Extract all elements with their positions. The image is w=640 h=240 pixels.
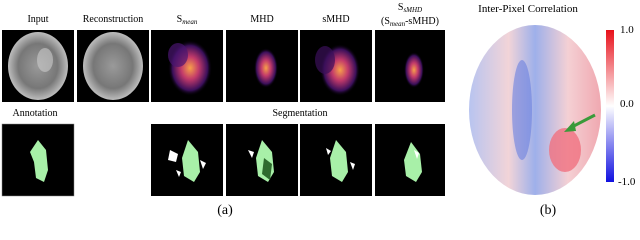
label-sub: mean (182, 18, 198, 26)
label-base: S (398, 2, 404, 13)
label: (Smean-sMHD) (381, 16, 439, 28)
label-part: (S (381, 16, 390, 27)
label: Reconstruction (83, 14, 144, 25)
figure: Input Reconstruction Smean MHD sMHD SsMH… (1, 2, 636, 218)
label: Smean (177, 14, 198, 26)
label-part: -sMHD) (405, 16, 439, 27)
label: sMHD (322, 14, 349, 25)
label: Input (27, 14, 48, 25)
correlation-map (469, 25, 601, 195)
colorbar-tick: 1.0 (620, 24, 634, 36)
label: MHD (250, 14, 273, 25)
label-sub: sMHD (403, 6, 422, 14)
title: Inter-Pixel Correlation (478, 3, 578, 15)
colorbar-tick: -1.0 (618, 176, 636, 188)
label: SsMHD (398, 2, 422, 14)
caption: (b) (540, 203, 557, 218)
label-sub: mean (390, 20, 406, 28)
image-row (2, 30, 445, 102)
label: Segmentation (273, 108, 328, 119)
colorbar-tick: 0.0 (620, 98, 634, 110)
label: Annotation (13, 108, 58, 119)
label-base: S (177, 14, 183, 25)
caption: (a) (217, 203, 233, 218)
colorbar (606, 30, 614, 182)
image-row (1, 123, 445, 197)
